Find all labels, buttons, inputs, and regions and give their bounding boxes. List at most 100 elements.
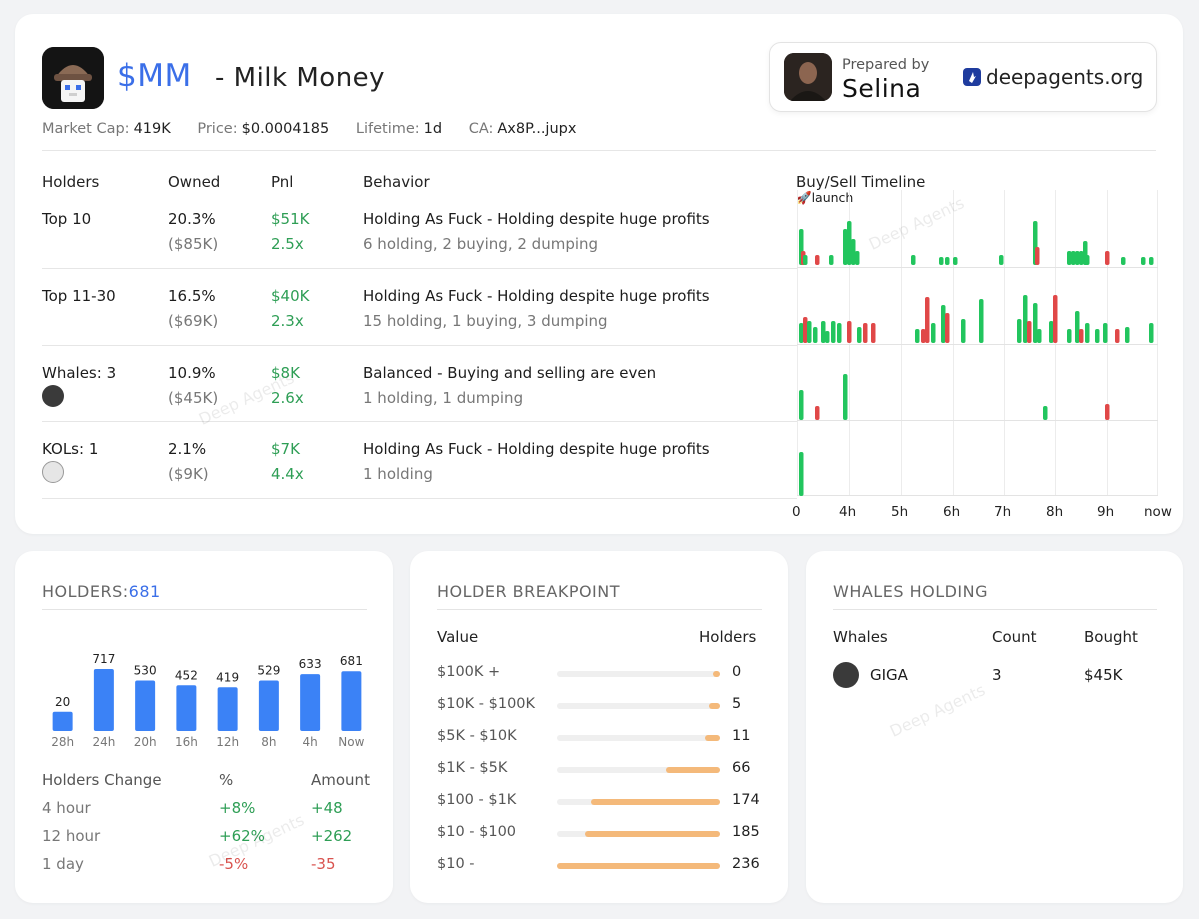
holders-bar-category: 16h [175,735,198,749]
timeline-tick: 7h [994,504,1012,520]
breakpoint-bar-fill [708,703,720,709]
card-divider [42,609,367,610]
timeline-sell-bar [1079,329,1084,343]
timeline-buy-bar [1075,251,1080,265]
token-stats: Market Cap: 419K Price: $0.0004185 Lifetim… [42,121,598,137]
whale-name[interactable]: GIGA [870,666,908,684]
whales-head-count: Count [992,628,1037,646]
holders-bar [176,685,197,731]
change-period: 1 day [42,855,84,873]
row-owned-usd: ($69K) [168,312,219,330]
timeline-buy-bar [803,255,808,265]
breakpoint-bar-fill [584,831,720,837]
timeline-sell-bar [815,406,820,420]
row-behavior: Holding As Fuck - Holding despite huge p… [363,287,710,305]
breakpoint-bar-fill [591,799,720,805]
timeline-buy-bar [1079,251,1084,265]
breakpoint-label: $100K + [437,664,501,680]
timeline-buy-bar [945,257,950,265]
timeline-buy-bar [799,323,804,343]
timeline-buy-bar [799,452,804,496]
change-amount: -35 [311,855,336,873]
breakpoint-label: $100 - $1K [437,792,517,808]
whales-head-name: Whales [833,628,888,646]
timeline-buy-bar [1085,255,1090,265]
holders-bar-category: 24h [92,735,115,749]
timeline-buy-bar [1149,257,1154,265]
holders-bar-label: 452 [175,668,198,682]
change-header-label: Holders Change [42,771,162,789]
col-behavior: Behavior [363,173,430,191]
whale-count: 3 [992,666,1002,684]
holders-bar-category: 28h [51,735,74,749]
timeline-buy-bar [821,321,826,343]
row-divider [42,268,797,269]
header-divider [42,150,1156,151]
holders-card: HOLDERS:681 20 28h 717 24h 530 20h 452 16h 419 12… [15,551,393,903]
timeline-sell-bar [847,321,852,343]
timeline-buy-bar [953,257,958,265]
breakpoint-bar [557,799,720,805]
timeline-buy-bar [1075,311,1080,343]
row-owned-pct: 20.3% [168,210,216,228]
row-behavior-detail: 1 holding [363,465,433,483]
change-amount: +262 [311,827,353,845]
timeline-buy-bar [1049,321,1054,343]
timeline-buy-bar [843,374,848,420]
timeline-tick: 4h [839,504,857,520]
breakpoint-count: 11 [732,728,751,744]
change-pct: +62% [219,827,265,845]
holders-bar-label: 717 [92,652,115,666]
timeline-tick: now [1144,504,1172,520]
row-pnl-usd: $51K [271,210,310,228]
breakpoint-count: 236 [732,856,760,872]
row-owned-pct: 2.1% [168,440,207,458]
timeline-buy-bar [939,257,944,265]
prepared-by-box: Prepared by Selina deepagents.org [769,42,1157,112]
token-overview-card: $MM - Milk Money Market Cap: 419K Price: $… [15,14,1183,534]
holders-bar-category: 8h [261,735,276,749]
timeline-buy-bar [979,299,984,343]
timeline-tick: 5h [891,504,909,520]
row-divider [42,498,797,499]
kol-avatar[interactable] [42,461,64,483]
holders-title-label: HOLDERS: [42,582,129,601]
whale-bought: $45K [1084,666,1123,684]
breakpoint-bar-fill [557,863,720,869]
holders-bar [300,674,321,731]
price-value: $0.0004185 [241,121,330,137]
timeline-sell-bar [1105,404,1110,420]
ca-value[interactable]: Ax8P...jupx [497,121,577,137]
timeline-tick: 0 [792,504,801,520]
ca-label: CA: [468,121,494,137]
card-divider [833,609,1157,610]
breakpoint-title: HOLDER BREAKPOINT [437,582,621,601]
row-pnl-usd: $40K [271,287,310,305]
market-cap-value: 419K [133,121,171,137]
breakpoint-bar [557,703,720,709]
timeline-buy-bar [855,251,860,265]
timeline-buy-bar [843,229,848,265]
row-behavior: Holding As Fuck - Holding despite huge p… [363,210,710,228]
holders-bar-label: 419 [216,670,239,684]
holders-bar [217,687,238,731]
whale-avatar[interactable] [833,662,859,688]
row-pnl-x: 2.6x [271,389,304,407]
change-header-amount: Amount [311,771,370,789]
timeline-buy-bar [1067,251,1072,265]
row-holder: KOLs: 1 [42,440,99,458]
timeline-buy-bar [1023,295,1028,343]
breakpoint-count: 66 [732,760,751,776]
holders-bar-label: 20 [55,695,70,709]
timeline-buy-bar [825,331,830,343]
whale-avatar[interactable] [42,385,64,407]
col-owned: Owned [168,173,221,191]
timeline-buy-bar [911,255,916,265]
breakpoint-count: 174 [732,792,760,808]
brand-link[interactable]: deepagents.org [986,65,1144,89]
change-period: 12 hour [42,827,101,845]
breakpoint-head-holders: Holders [699,628,757,646]
timeline-sell-bar [1035,247,1040,265]
row-pnl-x: 2.3x [271,312,304,330]
timeline-buy-bar [1095,329,1100,343]
